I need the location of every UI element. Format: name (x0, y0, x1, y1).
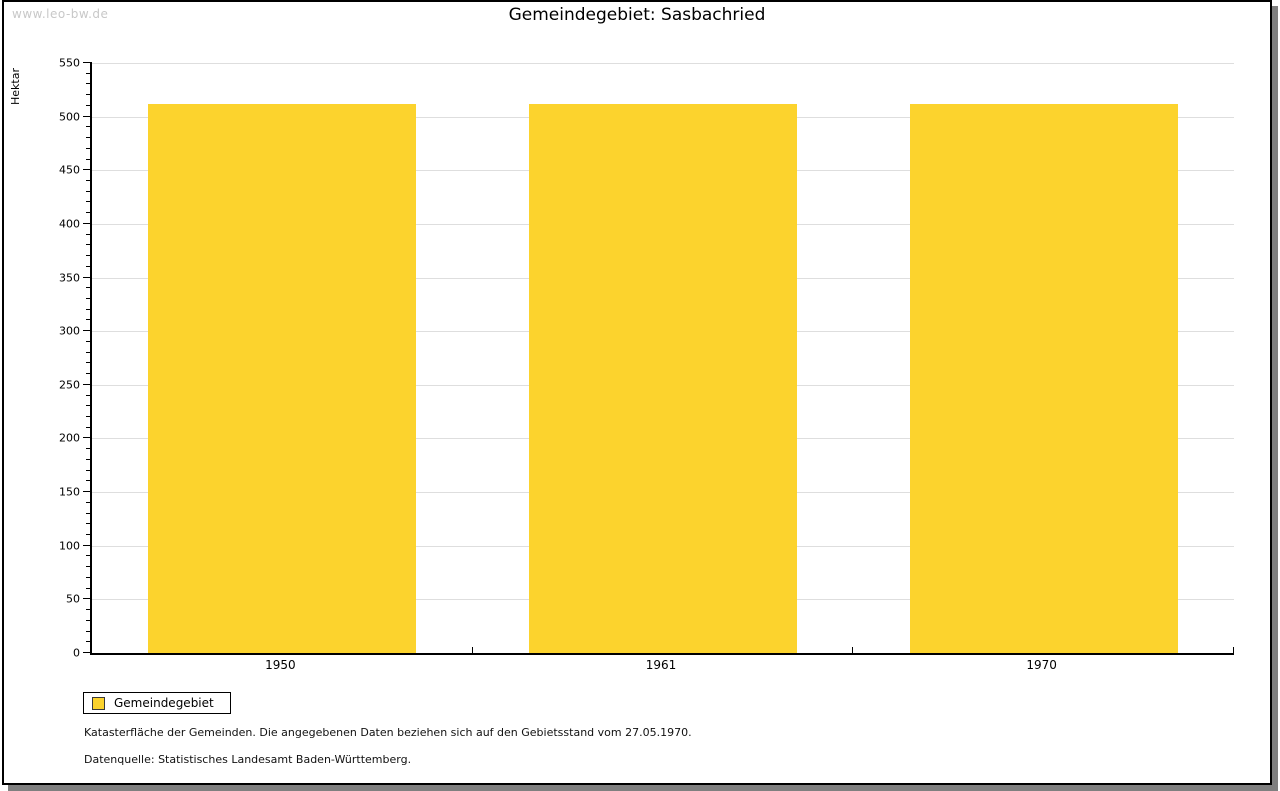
y-axis-tick (86, 265, 92, 267)
y-axis-tick (83, 383, 92, 385)
y-axis-tick (86, 619, 92, 621)
y-axis-tick (86, 126, 92, 128)
y-axis-tick (86, 501, 92, 503)
y-axis-tick (86, 469, 92, 471)
y-axis-tick (86, 72, 92, 74)
y-axis-tick (86, 190, 92, 192)
y-axis-tick (86, 426, 92, 428)
y-axis-tick (86, 287, 92, 289)
x-axis-labels: 1950 1961 1970 (90, 658, 1232, 672)
y-axis-tick (86, 576, 92, 578)
x-axis-tick (852, 647, 853, 653)
x-axis-tick (1233, 647, 1234, 653)
y-axis-tick (83, 222, 92, 224)
y-axis-tick (86, 158, 92, 160)
bar-1950 (148, 104, 416, 653)
y-axis-tick (86, 373, 92, 375)
y-tick-label: 400 (59, 217, 80, 231)
y-tick-label: 200 (59, 431, 80, 445)
y-axis-tick (86, 298, 92, 299)
y-axis-tick (86, 362, 92, 364)
y-axis-tick (83, 330, 92, 332)
legend-swatch (92, 696, 105, 710)
y-axis-tick (83, 437, 92, 439)
x-axis-label: 1961 (645, 658, 677, 672)
x-axis-label: 1970 (1026, 658, 1057, 672)
y-tick-label: 500 (59, 110, 80, 124)
y-axis-tick (83, 62, 92, 63)
y-axis-tick (86, 458, 92, 460)
y-tick-label: 350 (59, 271, 80, 285)
y-axis-tick (86, 201, 92, 203)
y-axis-tick (86, 255, 92, 257)
y-axis-tick (86, 416, 92, 417)
y-tick-label: 250 (59, 378, 80, 392)
y-tick-label: 550 (59, 56, 80, 70)
y-axis-tick (86, 480, 92, 482)
y-axis-tick (86, 566, 92, 568)
y-axis-tick (83, 276, 92, 278)
legend-label: Gemeindegebiet (114, 696, 214, 710)
y-tick-label: 300 (59, 324, 80, 338)
y-axis-tick (86, 630, 92, 632)
y-axis-tick (86, 233, 92, 235)
y-axis-tick (86, 212, 92, 214)
y-axis-tick (86, 308, 92, 310)
x-axis-label: 1950 (265, 658, 296, 672)
y-axis-tick (86, 512, 92, 514)
y-axis-tick (86, 94, 92, 96)
bar-1970 (910, 104, 1178, 653)
y-axis-tick (86, 534, 92, 535)
y-axis-tick (86, 104, 92, 106)
chart-title: Gemeindegebiet: Sasbachried (508, 5, 766, 25)
y-axis-tick (86, 609, 92, 611)
y-axis-tick (86, 340, 92, 342)
y-tick-label: 100 (59, 539, 80, 553)
y-axis-tick (86, 351, 92, 353)
y-axis-title: Hektar (9, 68, 22, 105)
y-tick-label: 450 (59, 163, 80, 177)
y-tick-label: 150 (59, 485, 80, 499)
bar-1961 (529, 104, 797, 653)
legend-box: Gemeindegebiet (83, 692, 231, 715)
y-axis-tick (86, 641, 92, 643)
y-axis-tick (86, 83, 92, 85)
y-axis-tick (83, 115, 92, 117)
y-axis-tick (86, 587, 92, 589)
y-tick-label: 50 (66, 592, 80, 606)
caption-data-source: Datenquelle: Statistisches Landesamt Bad… (84, 753, 412, 766)
y-axis-tick (83, 652, 92, 653)
y-axis-tick (86, 394, 92, 396)
y-axis-tick (86, 244, 92, 246)
x-axis-tick (472, 647, 473, 653)
plot-area: 0 50 100 150 200 250 300 350 400 450 500 550 (59, 58, 1234, 659)
y-tick-label: 0 (73, 646, 80, 660)
y-axis-tick (83, 169, 92, 171)
y-axis-tick (86, 448, 92, 450)
y-axis-tick (83, 544, 92, 546)
y-axis-tick (86, 555, 92, 557)
y-axis-tick (86, 180, 92, 181)
site-watermark: www.leo-bw.de (12, 7, 109, 21)
y-axis-tick (86, 523, 92, 525)
y-axis-tick (83, 598, 92, 600)
y-axis-tick (86, 137, 92, 139)
y-axis-tick (86, 319, 92, 321)
gridline (92, 63, 1234, 64)
caption-source-note: Katasterfläche der Gemeinden. Die angege… (84, 726, 692, 739)
y-axis-tick (83, 491, 92, 493)
y-axis-tick (86, 405, 92, 407)
y-axis-tick (86, 147, 92, 149)
